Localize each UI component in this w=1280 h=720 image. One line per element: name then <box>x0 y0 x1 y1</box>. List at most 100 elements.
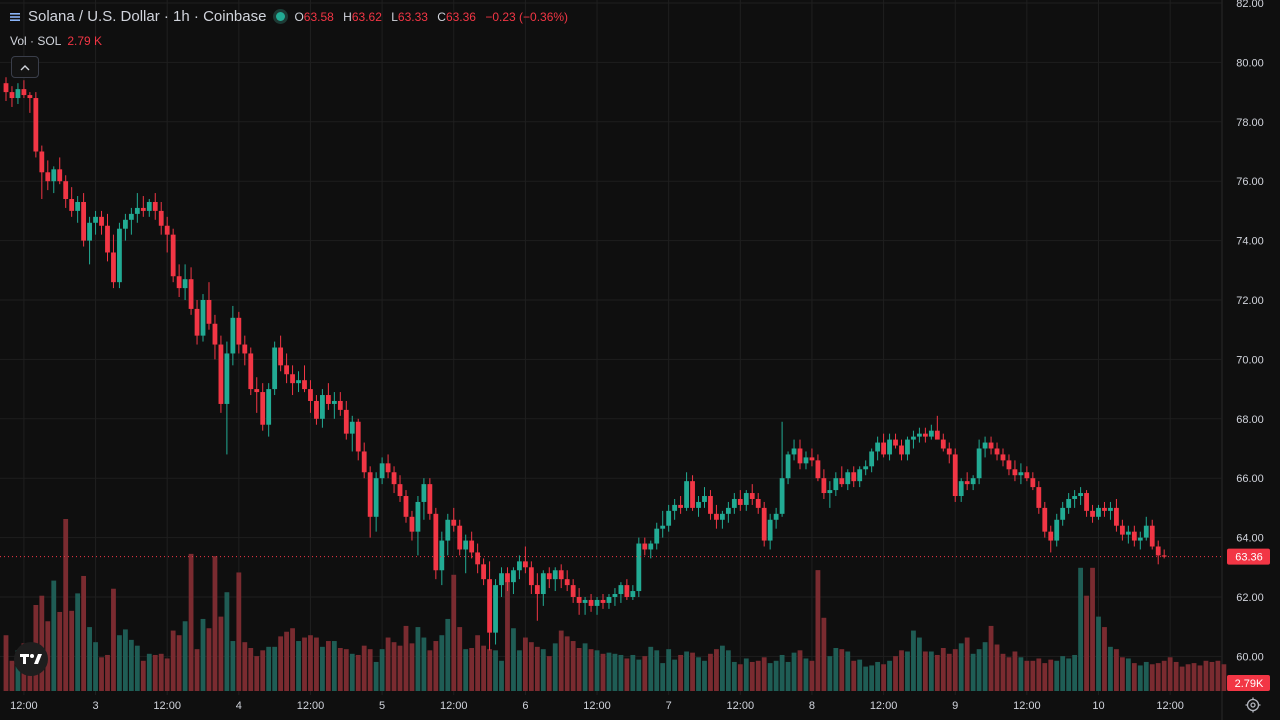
candle-body <box>1108 507 1113 511</box>
volume-bar <box>1054 660 1060 691</box>
candle-body <box>821 478 827 494</box>
volume-bar <box>75 593 81 691</box>
candle-body <box>964 481 970 485</box>
volume-bar <box>863 666 869 691</box>
candle-body <box>743 493 749 505</box>
candle-body <box>696 501 701 508</box>
candle-body <box>720 513 725 520</box>
candle-body <box>188 279 194 309</box>
volume-bar <box>731 661 737 691</box>
candle-body <box>433 513 439 571</box>
volume-bar <box>69 610 75 691</box>
candle-body <box>702 496 707 502</box>
candle-body <box>487 579 492 633</box>
candle-body <box>1024 472 1030 479</box>
volume-bar <box>1072 654 1078 691</box>
candle-body <box>911 436 916 440</box>
volume-bar <box>3 635 9 691</box>
candle-body <box>928 430 934 437</box>
volume-bar <box>964 637 970 691</box>
volume-bar <box>499 660 504 691</box>
candle-body <box>1048 531 1054 541</box>
candle-body <box>660 525 666 529</box>
candle-body <box>260 392 266 425</box>
x-tick-label: 12:00 <box>10 700 38 712</box>
candle-body <box>785 454 791 479</box>
volume-bar <box>1012 651 1018 691</box>
last-volume-value: 2.79K <box>1235 678 1264 690</box>
candle-body <box>606 596 612 603</box>
candle-body <box>242 344 248 354</box>
volume-bar <box>1179 666 1185 691</box>
tradingview-logo[interactable] <box>14 642 48 676</box>
candle-body <box>93 216 98 223</box>
volume-bar <box>1084 595 1089 691</box>
last-price-value: 63.36 <box>1235 552 1263 564</box>
volume-bar <box>1006 657 1012 691</box>
low-value: 63.33 <box>397 9 428 24</box>
candle-body <box>51 169 57 182</box>
volume-bar <box>666 649 672 691</box>
candle-body <box>33 98 39 152</box>
y-tick-label: 68.00 <box>1236 414 1264 426</box>
volume-bar <box>845 651 851 691</box>
candle-body <box>522 561 528 568</box>
volume-bar <box>266 646 272 691</box>
volume-bar <box>260 650 266 691</box>
candle-body <box>343 409 349 434</box>
volume-bar <box>81 575 87 691</box>
volume-bar <box>660 663 666 691</box>
candle-body <box>278 347 284 366</box>
x-tick-label: 5 <box>379 700 385 712</box>
symbol-title[interactable]: Solana / U.S. Dollar · 1h · Coinbase <box>28 8 267 25</box>
y-tick-label: 64.00 <box>1236 533 1264 545</box>
y-tick-label: 60.00 <box>1236 651 1264 663</box>
volume-bar <box>1048 659 1054 691</box>
candle-body <box>218 344 224 404</box>
candle-body <box>1131 531 1137 541</box>
candle-body <box>355 421 361 452</box>
volume-bar <box>654 650 660 691</box>
candle-body <box>791 448 797 455</box>
volume-bar <box>111 588 116 691</box>
volume-bar <box>576 648 582 691</box>
volume-bar <box>1137 665 1143 691</box>
volume-bar <box>839 649 845 691</box>
candle-body <box>45 172 51 182</box>
volume-bar <box>117 635 122 691</box>
y-tick-label: 66.00 <box>1236 473 1264 485</box>
candle-body <box>958 481 964 497</box>
candle-body <box>600 599 606 603</box>
candle-body <box>1030 478 1036 488</box>
volume-bar <box>1131 663 1137 691</box>
candle-body <box>409 516 415 532</box>
collapse-legend-button[interactable] <box>11 56 39 78</box>
volume-bar <box>725 650 731 691</box>
volume-bar <box>988 625 994 691</box>
candle-body <box>457 525 463 550</box>
candle-body <box>1054 519 1060 541</box>
candle-body <box>146 201 152 211</box>
volume-bar <box>373 661 379 691</box>
last-price-label: 63.36 <box>1227 548 1270 565</box>
candle-body <box>403 496 409 517</box>
volume-value: 2.79 K <box>67 34 103 48</box>
candle-body <box>636 543 642 592</box>
candle-body <box>624 585 630 597</box>
candle-body <box>314 400 319 419</box>
candle-body <box>528 567 534 586</box>
volume-bar <box>958 643 964 691</box>
volume-bar <box>642 656 648 691</box>
candle-body <box>349 421 355 434</box>
volume-bar <box>887 660 892 691</box>
candle-body <box>21 89 27 96</box>
candle-body <box>576 596 582 603</box>
volume-bar <box>720 645 725 691</box>
gear-icon[interactable] <box>1244 696 1262 714</box>
candle-body <box>451 519 457 526</box>
volume-bar <box>564 636 570 691</box>
candle-body <box>546 573 552 580</box>
volume-bar <box>230 641 236 691</box>
y-tick-label: 62.00 <box>1236 592 1264 604</box>
